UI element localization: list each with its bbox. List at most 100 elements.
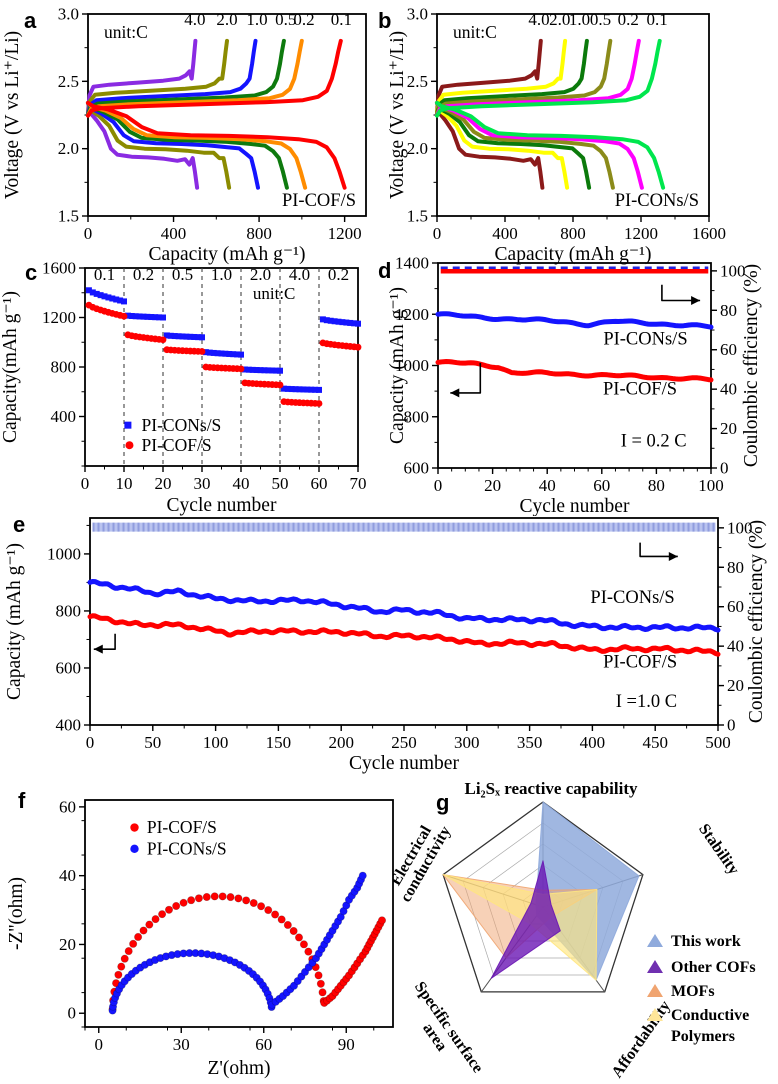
panel-tag-a: a [24, 8, 37, 33]
panel-c-svg: 0 10 20 30 40 50 60 70 400 800 1200 1600 Cycle numbe… [0, 259, 367, 517]
svg-text:0.2: 0.2 [618, 10, 639, 29]
svg-text:unit:C: unit:C [453, 22, 497, 42]
panel-g-svg: Li₂Sₓ reactive capability Stability Afford… [393, 779, 756, 1084]
svg-text:0: 0 [95, 1035, 104, 1054]
svg-text:0: 0 [720, 459, 729, 478]
svg-text:PI-CONs/S: PI-CONs/S [590, 588, 674, 608]
svg-text:Capacity (mAh g⁻¹): Capacity (mAh g⁻¹) [149, 244, 306, 265]
svg-text:70: 70 [350, 474, 367, 493]
svg-text:800: 800 [404, 407, 430, 426]
svg-text:0: 0 [86, 733, 95, 752]
svg-text:350: 350 [517, 733, 543, 752]
svg-text:0.5: 0.5 [275, 10, 296, 29]
svg-text:1600: 1600 [42, 259, 76, 278]
svg-text:400: 400 [492, 224, 518, 243]
svg-text:MOFs: MOFs [671, 983, 715, 1000]
svg-text:10: 10 [116, 474, 133, 493]
svg-text:1000: 1000 [47, 544, 81, 563]
svg-text:Capacity (mAh g⁻¹): Capacity (mAh g⁻¹) [4, 543, 25, 700]
svg-text:PI-CONs/S: PI-CONs/S [615, 191, 699, 211]
svg-text:0: 0 [727, 716, 736, 735]
svg-text:0.1: 0.1 [647, 10, 668, 29]
svg-text:400: 400 [51, 407, 77, 426]
svg-text:PI-CONs/S: PI-CONs/S [142, 415, 222, 435]
svg-text:1200: 1200 [395, 305, 429, 324]
svg-text:300: 300 [454, 733, 480, 752]
panel-f-nyquist-chart: 0 30 60 90 0 20 40 60 Z'(ohm) -Z''(ohm) PI-COF/S PI… [0, 774, 400, 1084]
svg-text:20: 20 [727, 676, 744, 695]
svg-text:Coulombic efficiency (%): Coulombic efficiency (%) [746, 520, 767, 723]
svg-text:250: 250 [391, 733, 417, 752]
svg-text:0: 0 [84, 224, 93, 243]
svg-text:0: 0 [434, 476, 443, 495]
svg-text:0: 0 [68, 1004, 77, 1023]
panel-b-rate-profiles-chart: 0 400 800 1200 1600 1.5 2.0 2.5 3.0 Capacity (mAh… [389, 0, 778, 268]
svg-text:1000: 1000 [395, 356, 429, 375]
svg-text:Specific surfacearea: Specific surfacearea [397, 979, 486, 1084]
svg-text:80: 80 [727, 558, 744, 577]
svg-text:600: 600 [56, 658, 82, 677]
svg-text:800: 800 [246, 224, 272, 243]
panel-g-radar-chart: Li₂Sₓ reactive capability Stability Afford… [393, 774, 778, 1084]
svg-text:2.5: 2.5 [407, 72, 428, 91]
svg-text:Voltage (V vs Li⁺/Li): Voltage (V vs Li⁺/Li) [2, 31, 23, 199]
svg-text:Capacity(mAh g⁻¹): Capacity(mAh g⁻¹) [0, 291, 21, 443]
panel-tag-f: f [18, 788, 26, 813]
svg-text:2.0: 2.0 [216, 10, 237, 29]
svg-text:1.0: 1.0 [211, 265, 232, 284]
svg-text:0: 0 [433, 224, 442, 243]
svg-text:Capacity (mAh g⁻¹): Capacity (mAh g⁻¹) [495, 244, 652, 265]
svg-text:2.0: 2.0 [407, 139, 428, 158]
svg-text:This work: This work [671, 933, 741, 950]
svg-text:Cycle number: Cycle number [520, 496, 630, 516]
panel-a-rate-profiles-chart: 0 400 800 1200 1.5 2.0 2.5 3.0 Capacity (mAh g⁻¹… [0, 0, 389, 268]
svg-text:50: 50 [272, 474, 289, 493]
svg-text:Li₂Sₓ reactive capability: Li₂Sₓ reactive capability [464, 779, 638, 798]
panel-b-svg: 0 400 800 1200 1600 1.5 2.0 2.5 3.0 Capacity (mAh… [389, 5, 726, 266]
svg-text:90: 90 [338, 1035, 355, 1054]
svg-text:Capacity (mAh g⁻¹): Capacity (mAh g⁻¹) [389, 287, 408, 444]
svg-text:60: 60 [59, 797, 76, 816]
svg-text:40: 40 [59, 866, 76, 885]
svg-text:400: 400 [161, 224, 187, 243]
svg-text:Electricalconductivity: Electricalconductivity [393, 815, 454, 905]
svg-text:800: 800 [56, 601, 82, 620]
svg-text:40: 40 [727, 637, 744, 656]
svg-text:0.1: 0.1 [331, 10, 352, 29]
panel-tag-d: d [378, 258, 392, 283]
panel-e-svg: 0 50 100 150 200 250 300 350 400 450 5004006008001… [4, 517, 767, 774]
svg-text:unit:C: unit:C [104, 22, 148, 42]
svg-text:80: 80 [648, 476, 665, 495]
svg-text:PI-CONs/S: PI-CONs/S [603, 329, 687, 349]
svg-text:Stability: Stability [695, 821, 742, 878]
svg-text:1200: 1200 [328, 224, 362, 243]
svg-text:PI-COF/S: PI-COF/S [147, 817, 217, 837]
svg-text:Coulombic efficiency (%): Coulombic efficiency (%) [741, 264, 762, 467]
panel-a-svg: 0 400 800 1200 1.5 2.0 2.5 3.0 Capacity (mAh g⁻¹… [2, 5, 367, 265]
svg-text:Z'(ohm): Z'(ohm) [207, 1058, 270, 1079]
svg-text:800: 800 [560, 224, 586, 243]
svg-text:60: 60 [255, 1035, 272, 1054]
svg-text:30: 30 [173, 1035, 190, 1054]
svg-text:3.0: 3.0 [58, 5, 79, 24]
panel-tag-g: g [436, 790, 450, 815]
panel-tag-c: c [25, 260, 38, 285]
svg-text:unit:C: unit:C [253, 284, 296, 303]
svg-text:0.1: 0.1 [94, 265, 115, 284]
svg-text:600: 600 [404, 459, 430, 478]
svg-text:4.0: 4.0 [184, 10, 205, 29]
svg-text:450: 450 [642, 733, 668, 752]
svg-text:60: 60 [311, 474, 328, 493]
svg-text:PI-COF/S: PI-COF/S [603, 653, 677, 673]
svg-text:4.0: 4.0 [289, 265, 310, 284]
svg-text:20: 20 [59, 935, 76, 954]
svg-text:40: 40 [539, 476, 556, 495]
svg-text:0.5: 0.5 [172, 265, 193, 284]
svg-text:100: 100 [698, 476, 724, 495]
svg-text:Affordability: Affordability [609, 998, 674, 1081]
svg-text:60: 60 [593, 476, 610, 495]
svg-text:30: 30 [194, 474, 211, 493]
